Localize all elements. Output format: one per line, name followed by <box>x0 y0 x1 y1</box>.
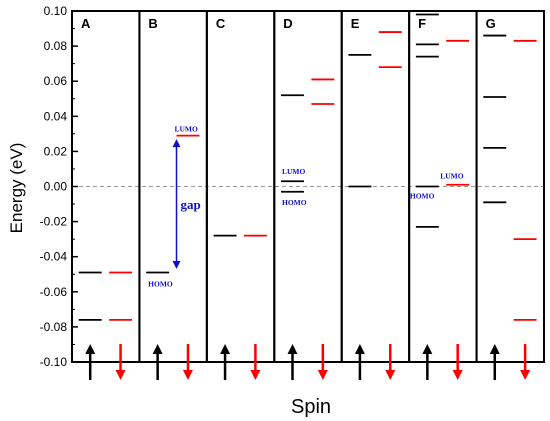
spin-up-arrowhead <box>152 344 163 354</box>
chart-panels: A B C D E F G <box>71 10 546 363</box>
spin-up-arrowhead <box>220 344 231 354</box>
y-tick-label: -0.06 <box>40 285 68 299</box>
spin-up-arrowhead <box>287 344 298 354</box>
panel-label: C <box>216 16 226 31</box>
y-tick-label: 0.10 <box>44 4 68 18</box>
y-tick-label: -0.10 <box>40 355 68 369</box>
spin-up-arrowhead <box>354 344 365 354</box>
y-axis: 0.10 0.08 0.06 0.04 0.02 0.00 -0.02 -0.04 -0.06 -… <box>40 4 78 369</box>
panel-label: B <box>148 16 157 31</box>
level-label: LUMO <box>282 167 305 176</box>
spin-arrows <box>85 344 531 380</box>
spin-down-arrowhead <box>115 370 126 380</box>
panel-label: G <box>486 16 496 31</box>
energy-levels <box>78 13 537 321</box>
y-tick-label: 0.02 <box>44 144 68 158</box>
spin-up-arrowhead <box>422 344 433 354</box>
panel-label: F <box>418 16 426 31</box>
spin-down-arrowhead <box>520 370 531 380</box>
y-tick-label: -0.04 <box>40 250 68 264</box>
panel-label: E <box>351 16 360 31</box>
spin-down-arrowhead <box>250 370 261 380</box>
spin-down-arrowhead <box>182 370 193 380</box>
spin-down-arrowhead <box>317 370 328 380</box>
spin-down-arrowhead <box>385 370 396 380</box>
gap-arrowhead-up <box>172 139 181 148</box>
annotations: LUMO HOMO gap LUMO HOMO LUMO HOMO <box>148 125 464 289</box>
level-label: HOMO <box>410 192 435 201</box>
panel-label: D <box>283 16 292 31</box>
y-tick-label: 0.00 <box>44 180 68 194</box>
gap-label: gap <box>181 197 201 212</box>
y-axis-title: Energy (eV) <box>7 143 26 234</box>
gap-arrowhead-down <box>172 260 181 269</box>
spin-up-arrowhead <box>489 344 500 354</box>
level-label: HOMO <box>148 279 173 288</box>
y-tick-label: 0.06 <box>44 74 68 88</box>
y-tick-label: -0.08 <box>40 320 68 334</box>
y-tick-label: 0.08 <box>44 39 68 53</box>
panel-frame <box>475 10 546 363</box>
panel-label: A <box>81 16 91 31</box>
x-axis-title: Spin <box>291 396 331 418</box>
level-label: LUMO <box>440 172 463 181</box>
y-tick-label: 0.04 <box>44 109 68 123</box>
level-label: LUMO <box>175 125 198 134</box>
y-tick-label: -0.02 <box>40 215 68 229</box>
spin-down-arrowhead <box>452 370 463 380</box>
spin-up-arrowhead <box>85 344 96 354</box>
level-label: HOMO <box>282 198 307 207</box>
